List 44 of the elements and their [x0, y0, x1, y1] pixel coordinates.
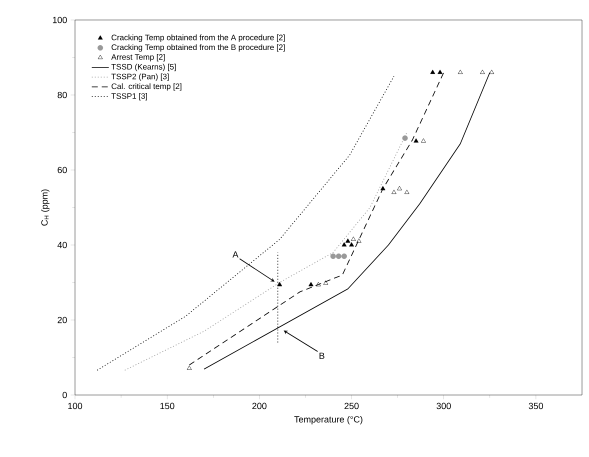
- x-tick-label: 100: [68, 402, 82, 410]
- point: [342, 242, 347, 246]
- point: [438, 70, 442, 74]
- point: [402, 135, 408, 141]
- point: [350, 236, 356, 241]
- x-tick-label: 150: [160, 402, 174, 410]
- point: [392, 190, 396, 194]
- x-tick-label: 350: [528, 402, 544, 410]
- annotation: B: [320, 352, 324, 359]
- point: [345, 238, 350, 243]
- point: [380, 186, 386, 190]
- x-axis-title: Temperature (°C): [294, 416, 362, 424]
- y-tick-label: 80: [58, 92, 67, 98]
- point: [458, 70, 463, 74]
- x-tick-label: 250: [344, 402, 359, 410]
- y-tick-label: 40: [57, 242, 67, 248]
- point: [430, 70, 436, 74]
- x-tick-label: 200: [252, 402, 266, 410]
- y-axis-title: C$_{H}$ (ppm): [41, 189, 50, 226]
- x-tick-label: 300: [436, 402, 451, 410]
- annotation: A: [232, 251, 238, 258]
- point: [489, 70, 494, 74]
- point: [414, 138, 419, 143]
- point: [308, 282, 314, 286]
- point: [323, 280, 328, 285]
- line-series: [96, 76, 394, 371]
- y-tick-label: 60: [58, 166, 67, 174]
- point: [277, 282, 282, 286]
- point: [186, 366, 192, 370]
- y-tick-label: 20: [58, 316, 67, 324]
- line-series: [124, 132, 408, 371]
- line-series: [204, 72, 490, 370]
- point: [330, 253, 336, 260]
- point: [356, 238, 362, 243]
- point: [421, 138, 426, 143]
- point: [404, 190, 410, 194]
- point: [480, 70, 485, 74]
- point: [316, 282, 321, 286]
- point: [349, 242, 354, 246]
- point: [397, 186, 402, 190]
- y-tick-label: 0: [62, 392, 67, 398]
- point: [341, 253, 347, 260]
- y-tick-label: 100: [52, 16, 67, 24]
- point: [336, 253, 342, 260]
